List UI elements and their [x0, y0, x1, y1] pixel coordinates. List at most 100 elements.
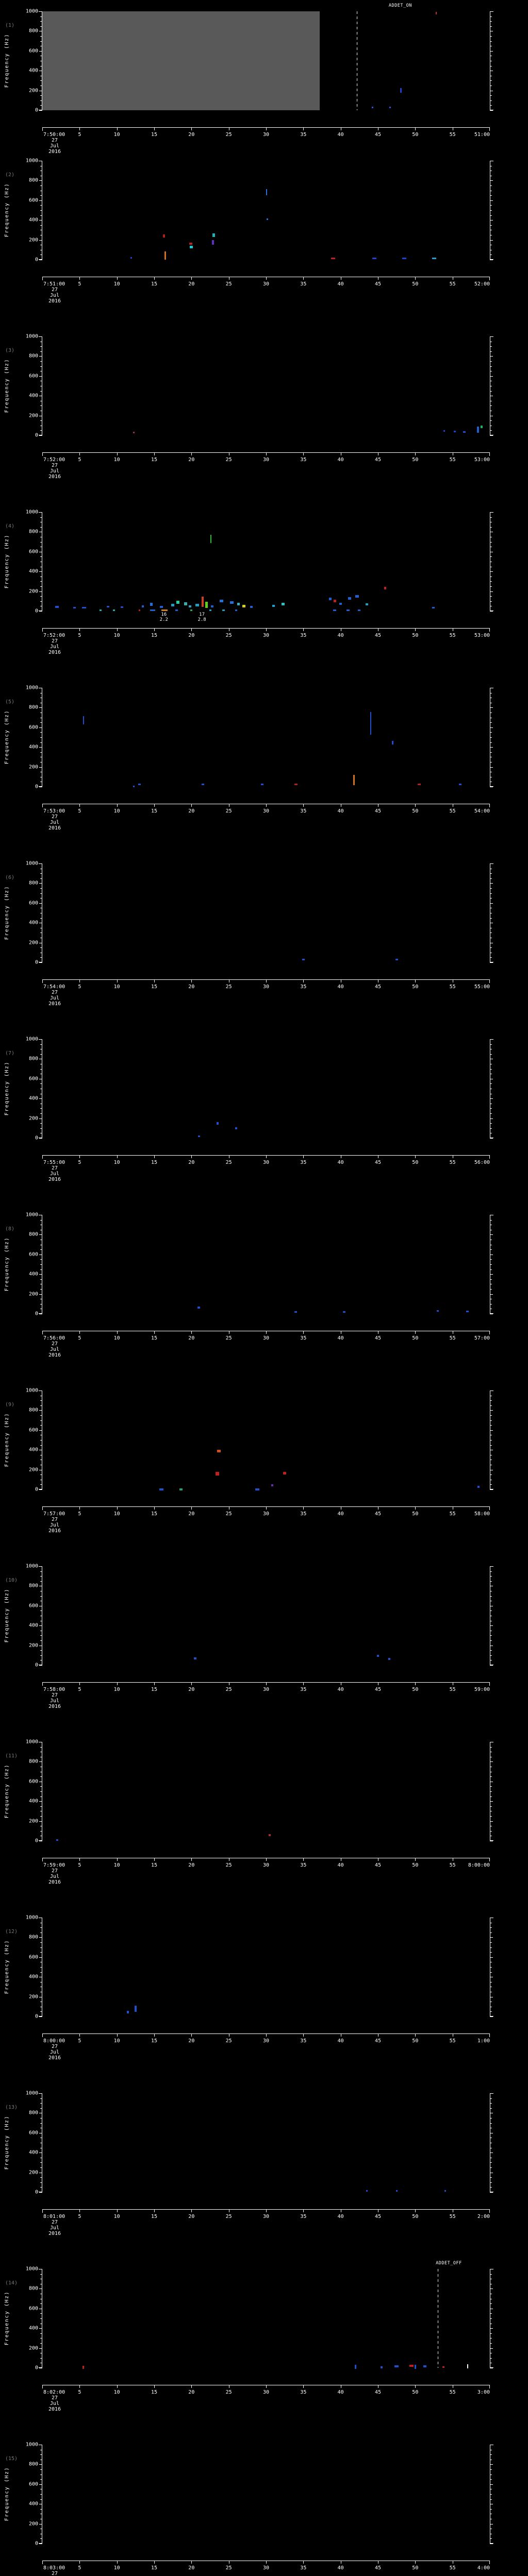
y-axis-tick [40, 346, 42, 347]
y-tick-label: 200 [28, 1115, 38, 1122]
x-tick-label-row: 8:00:00 5 10 15 20 25 30 35 40 45 50 55 1:00 [0, 2038, 528, 2045]
x-tick-label: 45 [374, 132, 382, 138]
y-axis-tick [490, 376, 493, 377]
y-axis-title-text: Frequency (Hz) [4, 886, 10, 940]
y-axis-right [490, 512, 493, 612]
plot-area [42, 512, 490, 612]
x-axis-tick [117, 452, 118, 455]
y-axis-tick [40, 1831, 42, 1832]
axis-end-cap [42, 1682, 43, 1686]
axis-end-cap [489, 1155, 490, 1159]
x-axis-tick [79, 1506, 80, 1510]
y-tick-label-column: 1000 800 600 400 200 0 [0, 510, 38, 614]
detection-mark [164, 251, 167, 260]
detection-mark [201, 783, 204, 785]
y-tick-label: 800 [28, 1583, 38, 1589]
y-axis-tick [490, 2333, 492, 2334]
y-axis-tick [40, 420, 42, 421]
y-tick-label: 600 [28, 1954, 38, 1960]
x-axis-end-label: 55:00 [474, 984, 490, 990]
detection-mark [190, 609, 193, 612]
x-axis-tick [266, 2033, 267, 2037]
detection-mark [331, 258, 336, 260]
y-axis-left [39, 1215, 42, 1314]
x-tick-label: 50 [412, 2565, 419, 2571]
x-axis-tick [266, 1506, 267, 1510]
x-tick-label: 50 [412, 1511, 419, 1517]
date-year: 2016 [48, 2055, 61, 2061]
y-axis-tick [490, 2103, 492, 2104]
y-axis-left [39, 688, 42, 787]
detection-mark [56, 1839, 58, 1841]
x-tick-label: 25 [225, 132, 232, 138]
y-axis-tick [40, 1219, 42, 1221]
spectrogram-panel: 1000 800 600 400 200 0 Frequency (Hz) (2) 7:51:0… [0, 149, 528, 325]
x-axis-tick [303, 1858, 304, 1861]
y-axis-tick [490, 2093, 493, 2094]
y-tick-label: 800 [28, 2285, 38, 2292]
y-tick-label: 0 [35, 257, 38, 263]
x-tick-label-row: 7:52:00 5 10 15 20 25 30 35 40 45 50 55 53:00 [0, 457, 528, 464]
x-axis-tick [79, 452, 80, 455]
no-data-shaded-region [42, 11, 320, 110]
y-axis-tick [490, 1269, 492, 1270]
x-tick-label: 45 [374, 984, 382, 990]
x-tick-label: 30 [262, 1335, 270, 1341]
x-axis-tick [191, 2385, 192, 2388]
x-axis-tick [79, 277, 80, 280]
y-axis-tick [490, 110, 493, 111]
x-tick-label: 5 [78, 1862, 81, 1868]
y-tick-label: 1000 [25, 1036, 38, 1042]
y-tick-label: 800 [28, 2461, 38, 2467]
x-axis-start-label: 7:52:00 [43, 633, 65, 638]
x-tick-label: 40 [337, 808, 344, 814]
y-axis-tick [40, 1400, 42, 1401]
y-tick-label: 800 [28, 353, 38, 359]
axis-end-cap [39, 1313, 42, 1314]
x-tick-label: 50 [412, 1687, 419, 1692]
detection-mark [133, 431, 135, 433]
detection-mark [400, 88, 402, 93]
panel-number-label: (6) [5, 875, 15, 880]
x-axis-start-label: 7:55:00 [43, 1160, 65, 1165]
y-axis-tick [490, 41, 492, 42]
x-axis-start-label: 7:52:00 [43, 457, 65, 463]
y-axis-tick [490, 1405, 492, 1406]
date-day: 27 [51, 1692, 58, 1698]
axis-end-cap [39, 786, 42, 787]
x-axis [42, 277, 490, 280]
y-axis-tick [40, 2123, 42, 2124]
plot-area [42, 863, 490, 962]
y-axis-tick [40, 366, 42, 367]
y-axis-tick [490, 11, 493, 12]
axis-end-cap [42, 1155, 43, 1159]
axis-end-cap [489, 804, 490, 807]
y-axis-tick [40, 1967, 42, 1968]
y-tick-label: 600 [28, 900, 38, 906]
plot-area [42, 1566, 490, 1665]
axis-end-cap [42, 979, 43, 983]
x-tick-label: 20 [188, 1160, 195, 1165]
x-axis-tick [266, 2209, 267, 2212]
y-axis-right [490, 1742, 493, 1841]
y-axis-right [490, 1215, 493, 1314]
x-axis-tick [303, 1155, 304, 1158]
x-axis-tick [415, 2209, 416, 2212]
x-tick-label: 15 [151, 457, 158, 463]
y-axis-tick [40, 1816, 42, 1817]
x-tick-label: 10 [113, 808, 120, 814]
y-axis-tick [39, 1489, 42, 1490]
y-axis-tick [40, 2274, 42, 2275]
y-axis-tick [490, 742, 492, 743]
x-axis-tick [266, 2561, 267, 2564]
y-axis-tick [490, 1816, 492, 1817]
y-axis-tick [40, 517, 42, 518]
axis-end-cap [42, 1331, 43, 1334]
date-month: Jul [50, 995, 60, 1001]
x-tick-label: 30 [262, 1687, 270, 1692]
y-axis-tick [490, 1113, 492, 1114]
x-tick-label: 50 [412, 984, 419, 990]
plot-area [42, 2093, 490, 2192]
y-tick-label: 0 [35, 1135, 38, 1141]
